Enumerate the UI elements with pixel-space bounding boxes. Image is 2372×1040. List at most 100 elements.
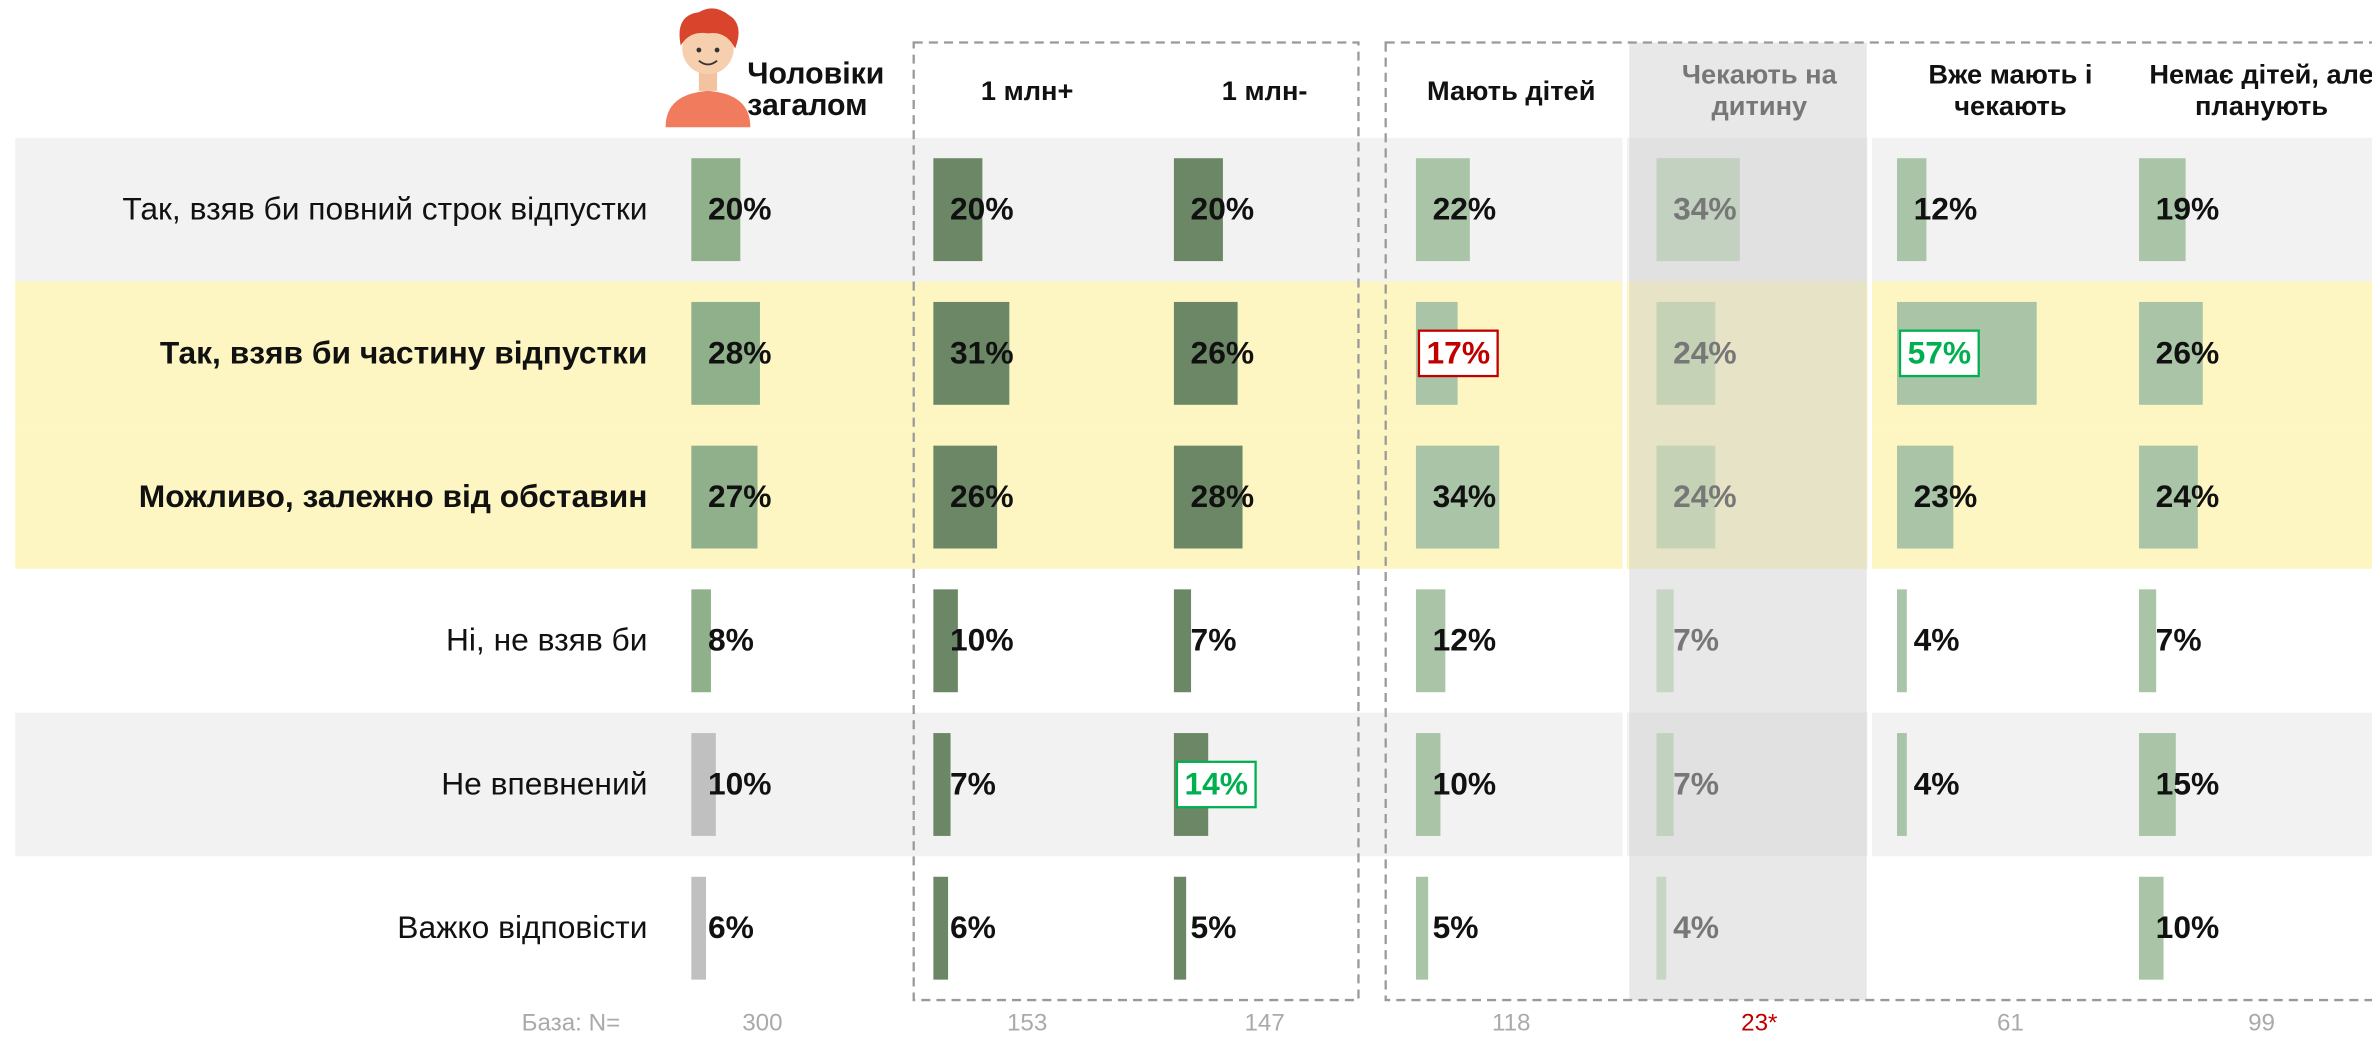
bar (933, 733, 951, 836)
base-value: 99 (2248, 1010, 2275, 1035)
value-label: 34% (1673, 191, 1737, 227)
value-label: 5% (1191, 909, 1237, 945)
value-label: 31% (950, 334, 1014, 370)
value-label: 57% (1908, 334, 1972, 370)
value-label: 8% (708, 622, 754, 658)
person-icon (665, 8, 751, 128)
bar (933, 301, 1010, 405)
value-label: 12% (1914, 191, 1978, 227)
value-label: 4% (1673, 909, 1719, 945)
base-value: 61 (1997, 1010, 2024, 1035)
highlight-box (1417, 329, 1499, 378)
row-label: Так, взяв би частину відпустки (160, 334, 648, 370)
row-label: Ні, не взяв би (446, 622, 648, 658)
value-label: 22% (1433, 191, 1497, 227)
bar (1173, 445, 1243, 549)
column-header-text: Чекають на дитину (1681, 59, 1837, 122)
bar (691, 733, 716, 836)
bar (933, 158, 983, 262)
column-header: Чекають на дитину (1681, 59, 1837, 122)
value-label: 24% (2156, 478, 2220, 514)
value-label: 34% (1433, 478, 1497, 514)
value-label: 28% (708, 334, 772, 370)
value-label: 20% (950, 191, 1014, 227)
value-label: 12% (1433, 622, 1497, 658)
highlight-box (1175, 760, 1257, 809)
column-header: Мають дітей (1427, 75, 1596, 106)
row-background (15, 856, 2372, 1001)
bar (2139, 589, 2157, 693)
column-header-text: Немає дітей, але планують (2149, 59, 2372, 122)
bar (1896, 158, 1927, 262)
bar (2139, 733, 2176, 836)
bar (2139, 876, 2164, 980)
base-value: 23* (1741, 1010, 1778, 1035)
value-label: 7% (950, 765, 996, 801)
value-label: 26% (1191, 334, 1255, 370)
bar (2139, 445, 2198, 549)
row-label: Не впевнений (441, 765, 647, 801)
bar (1656, 876, 1667, 980)
row-background (15, 568, 2372, 713)
bar (691, 301, 760, 405)
value-label: 26% (950, 478, 1014, 514)
bar (691, 589, 711, 693)
bar (1656, 158, 1740, 262)
bar (933, 876, 949, 980)
value-label: 17% (1427, 334, 1491, 370)
column-header: Вже мають і чекають (1928, 59, 2093, 122)
bar (1415, 445, 1500, 549)
bar (1896, 733, 1907, 836)
bar (1896, 445, 1954, 549)
bar (1896, 589, 1907, 693)
highlight-box (1898, 329, 1980, 378)
bar (1656, 733, 1674, 836)
bar (1656, 445, 1716, 549)
row-label: Так, взяв би повний строк відпустки (122, 191, 647, 227)
value-label: 20% (1191, 191, 1255, 227)
base-value: 153 (1007, 1010, 1047, 1035)
value-label: 27% (708, 478, 772, 514)
bar (933, 589, 958, 693)
base-value: 300 (742, 1010, 782, 1035)
column-header-text: Вже мають і чекають (1928, 59, 2093, 122)
value-label: 19% (2156, 191, 2220, 227)
row-label: Важко відповісти (397, 909, 647, 945)
base-value: 118 (1492, 1010, 1531, 1035)
bar (1415, 589, 1446, 693)
column-header: 1 млн+ (981, 75, 1074, 105)
value-label: 6% (950, 909, 996, 945)
bar (1173, 876, 1187, 980)
bar (1415, 733, 1441, 836)
bar (1415, 158, 1470, 262)
value-label: 15% (2156, 765, 2220, 801)
value-label: 10% (1433, 765, 1497, 801)
value-label: 24% (1673, 478, 1737, 514)
value-label: 7% (2156, 622, 2202, 658)
base-label: База: N= (522, 1010, 621, 1035)
bar (691, 445, 758, 549)
value-label: 28% (1191, 478, 1255, 514)
bar (1173, 158, 1223, 262)
column-header: 1 млн- (1221, 75, 1308, 106)
value-label: 20% (708, 191, 772, 227)
value-label: 7% (1673, 765, 1719, 801)
bar (691, 158, 741, 262)
bar (1656, 301, 1716, 405)
value-label: 24% (1673, 334, 1737, 370)
column-header-text: Мають дітей (1427, 75, 1596, 106)
bar (2139, 301, 2203, 405)
group-box (912, 41, 1360, 1002)
bar (1173, 589, 1192, 693)
value-label: 10% (708, 765, 772, 801)
value-label: 4% (1914, 622, 1960, 658)
value-label: 7% (1673, 622, 1719, 658)
column-header-text: 1 млн- (1221, 75, 1308, 106)
column-header: Чоловіки загалом (747, 58, 884, 122)
value-label: 10% (950, 622, 1014, 658)
value-label: 6% (708, 909, 754, 945)
value-label: 26% (2156, 334, 2220, 370)
base-value: 147 (1244, 1010, 1284, 1035)
